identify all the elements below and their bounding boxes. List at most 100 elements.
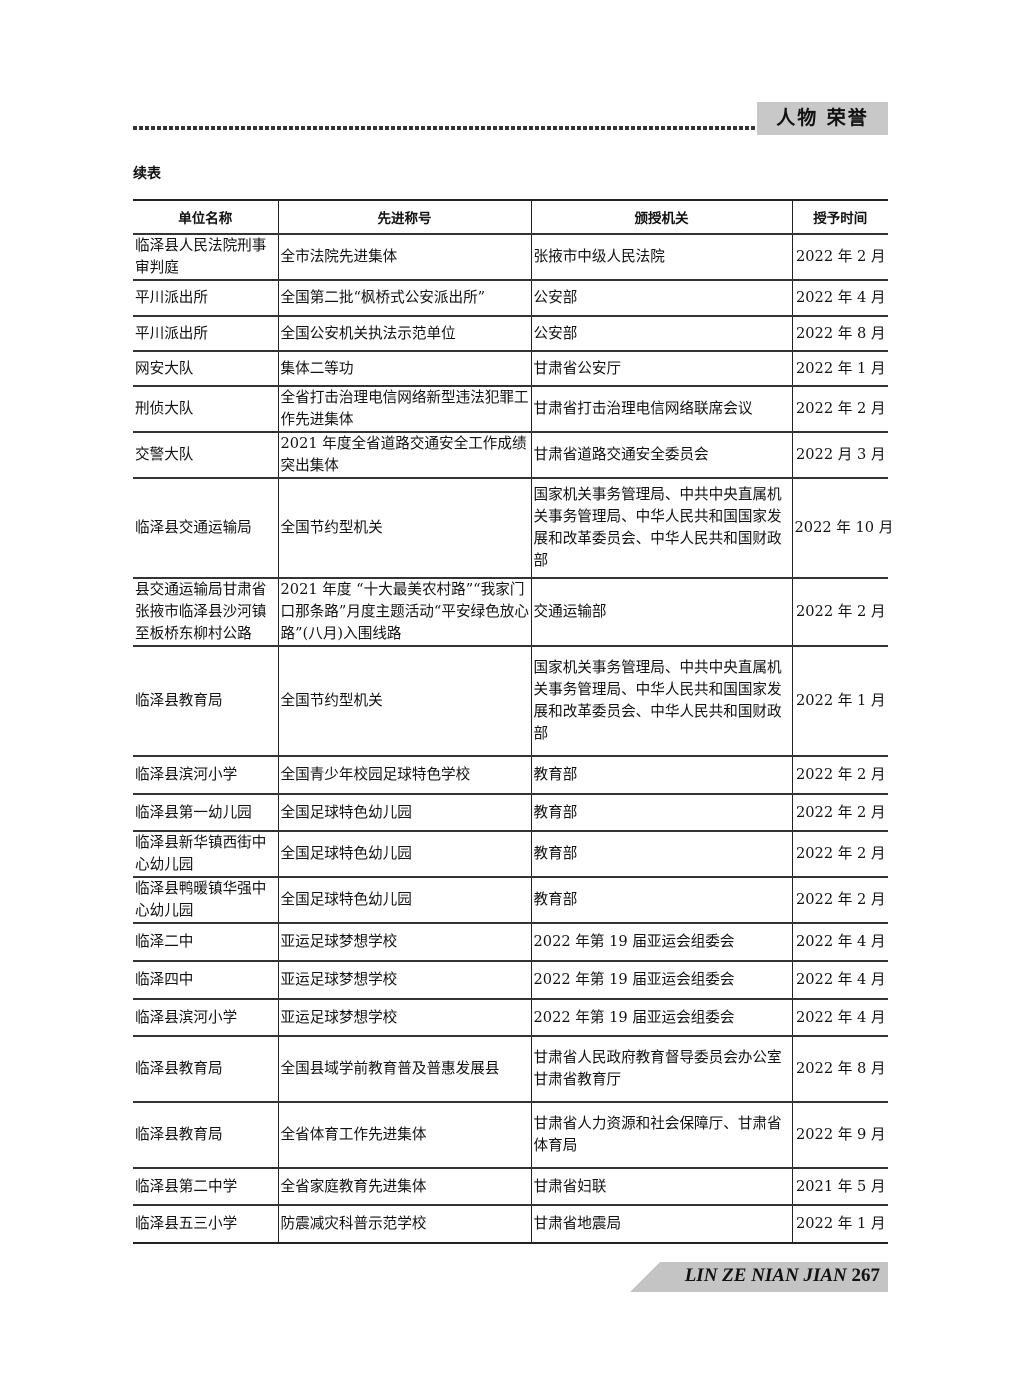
cell-unit: 临泽二中	[133, 922, 278, 961]
table-body: 临泽县人民法院刑事审判庭 全市法院先进集体 张掖市中级人民法院 2022 年 2 月平…	[133, 233, 893, 1243]
cell-date: 2022 年 4 月	[791, 279, 888, 316]
cell-authority: 国家机关事务管理局、中共中央直属机关事务管理局、中华人民共和国国家发展和改革委员…	[530, 477, 792, 578]
cell-authority: 甘肃省人民政府教育督导委员会办公室甘肃省教育厅	[530, 1035, 792, 1102]
table-row: 临泽县人民法院刑事审判庭 全市法院先进集体 张掖市中级人民法院 2022 年 2 月	[133, 233, 888, 280]
cell-date: 2022 年 1 月	[791, 645, 888, 756]
cell-date: 2022 年 2 月	[791, 876, 888, 923]
cell-authority: 张掖市中级人民法院	[530, 233, 792, 280]
cell-date: 2022 年 2 月	[791, 830, 888, 877]
cell-unit: 平川派出所	[133, 315, 278, 351]
table-row: 临泽县新华镇西街中心幼儿园 全国足球特色幼儿园 教育部 2022 年 2 月	[133, 830, 888, 877]
table-row: 临泽县第二中学 全省家庭教育先进集体 甘肃省妇联 2021 年 5 月	[133, 1167, 888, 1205]
column-header-authority: 颁授机关	[530, 200, 792, 234]
cell-title: 全省打击治理电信网络新型违法犯罪工作先进集体	[277, 385, 531, 432]
cell-date: 2022 年 10 月	[791, 477, 893, 578]
cell-title: 全国足球特色幼儿园	[277, 793, 531, 831]
cell-date: 2022 年 8 月	[791, 1035, 888, 1102]
table-row: 平川派出所 全国第二批“枫桥式公安派出所” 公安部 2022 年 4 月	[133, 279, 888, 316]
cell-title: 全国青少年校园足球特色学校	[277, 755, 531, 794]
cell-title: 全省家庭教育先进集体	[277, 1167, 531, 1205]
cell-authority: 公安部	[530, 315, 792, 351]
cell-authority: 教育部	[530, 793, 792, 831]
cell-authority: 2022 年第 19 届亚运会组委会	[530, 922, 792, 961]
table-row: 交警大队 2021 年度全省道路交通安全工作成绩突出集体 甘肃省道路交通安全委员会 2…	[133, 431, 888, 478]
cell-title: 全国节约型机关	[277, 477, 531, 578]
cell-date: 2022 年 4 月	[791, 922, 888, 961]
cell-title: 防震减灾科普示范学校	[277, 1204, 531, 1243]
cell-title: 全国足球特色幼儿园	[277, 830, 531, 877]
cell-title: 亚运足球梦想学校	[277, 922, 531, 961]
table-row: 临泽县五三小学 防震减灾科普示范学校 甘肃省地震局 2022 年 1 月	[133, 1204, 888, 1243]
cell-unit: 临泽县五三小学	[133, 1204, 278, 1243]
cell-unit: 临泽县教育局	[133, 645, 278, 756]
cell-date: 2022 年 1 月	[791, 1204, 888, 1243]
cell-authority: 甘肃省妇联	[530, 1167, 792, 1205]
table-caption: 续表	[133, 166, 161, 182]
cell-authority: 国家机关事务管理局、中共中央直属机关事务管理局、中华人民共和国国家发展和改革委员…	[530, 645, 792, 756]
table-row: 平川派出所 全国公安机关执法示范单位 公安部 2022 年 8 月	[133, 315, 888, 351]
table-header-row: 单位名称 先进称号 颁授机关 授予时间	[133, 200, 888, 234]
cell-date: 2022 年 4 月	[791, 998, 888, 1036]
cell-date: 2022 年 9 月	[791, 1101, 888, 1168]
cell-title: 全国县域学前教育普及普惠发展县	[277, 1035, 531, 1102]
column-header-unit: 单位名称	[178, 211, 233, 227]
cell-date: 2022 年 2 月	[791, 385, 888, 432]
column-header-title: 先进称号	[277, 200, 531, 234]
cell-authority: 教育部	[530, 876, 792, 923]
cell-title: 2021 年度全省道路交通安全工作成绩突出集体	[277, 431, 531, 478]
cell-authority: 教育部	[530, 830, 792, 877]
table-row: 临泽县教育局 全国县域学前教育普及普惠发展县 甘肃省人民政府教育督导委员会办公室甘肃…	[133, 1035, 888, 1102]
cell-unit: 临泽县第一幼儿园	[133, 793, 278, 831]
cell-unit: 临泽县新华镇西街中心幼儿园	[133, 830, 278, 877]
footer-band	[630, 1262, 888, 1292]
table-row: 临泽县滨河小学 全国青少年校园足球特色学校 教育部 2022 年 2 月	[133, 755, 888, 794]
cell-authority: 甘肃省道路交通安全委员会	[530, 431, 792, 478]
cell-date: 2022 年 2 月	[791, 233, 888, 280]
cell-title: 全国公安机关执法示范单位	[277, 315, 531, 351]
table-row: 临泽四中 亚运足球梦想学校 2022 年第 19 届亚运会组委会 2022 年 4 月	[133, 960, 888, 999]
cell-unit: 临泽县滨河小学	[133, 998, 278, 1036]
cell-unit: 刑侦大队	[133, 385, 278, 432]
cell-title: 全市法院先进集体	[277, 233, 531, 280]
cell-unit: 县交通运输局甘肃省张掖市临泽县沙河镇至板桥东柳村公路	[133, 577, 278, 646]
cell-authority: 甘肃省公安厅	[530, 350, 792, 386]
cell-date: 2022 年 2 月	[791, 577, 888, 646]
table-row: 刑侦大队 全省打击治理电信网络新型违法犯罪工作先进集体 甘肃省打击治理电信网络联席会…	[133, 385, 888, 432]
cell-unit: 临泽四中	[133, 960, 278, 999]
cell-unit: 临泽县滨河小学	[133, 755, 278, 794]
cell-unit: 临泽县人民法院刑事审判庭	[133, 233, 278, 280]
cell-title: 全国第二批“枫桥式公安派出所”	[277, 279, 531, 316]
column-header-date: 授予时间	[791, 200, 888, 234]
cell-unit: 平川派出所	[133, 279, 278, 316]
footer-running-title: LIN ZE NIAN JIAN 267	[685, 1265, 880, 1287]
cell-unit: 临泽县鸭暖镇华强中心幼儿园	[133, 876, 278, 923]
cell-authority: 2022 年第 19 届亚运会组委会	[530, 998, 792, 1036]
cell-title: 全省体育工作先进集体	[277, 1101, 531, 1168]
header-dashed-rule	[133, 126, 757, 130]
cell-unit: 交警大队	[133, 431, 278, 478]
cell-title: 全国节约型机关	[277, 645, 531, 756]
footer-title: LIN ZE NIAN JIAN	[684, 1265, 847, 1286]
cell-authority: 甘肃省人力资源和社会保障厅、甘肃省体育局	[530, 1101, 792, 1168]
cell-unit: 临泽县教育局	[133, 1035, 278, 1102]
table-row: 临泽县滨河小学 亚运足球梦想学校 2022 年第 19 届亚运会组委会 2022 年 …	[133, 998, 888, 1036]
awards-table: 单位名称 先进称号 颁授机关 授予时间 临泽县人民法院刑事审判庭 全市法院先进集体…	[133, 199, 893, 1244]
cell-title: 亚运足球梦想学校	[277, 998, 531, 1036]
cell-title: 全国足球特色幼儿园	[277, 876, 531, 923]
page-number: 267	[851, 1265, 881, 1286]
table-row: 临泽县教育局 全省体育工作先进集体 甘肃省人力资源和社会保障厅、甘肃省体育局 2022…	[133, 1101, 888, 1168]
cell-date: 2022 月 3 月	[791, 431, 888, 478]
cell-title: 集体二等功	[277, 350, 531, 386]
cell-authority: 2022 年第 19 届亚运会组委会	[530, 960, 792, 999]
cell-authority: 甘肃省打击治理电信网络联席会议	[530, 385, 792, 432]
cell-authority: 公安部	[530, 279, 792, 316]
table-row: 临泽县交通运输局 全国节约型机关 国家机关事务管理局、中共中央直属机关事务管理局、中…	[133, 477, 893, 578]
cell-unit: 临泽县第二中学	[133, 1167, 278, 1205]
table-row: 临泽县教育局 全国节约型机关 国家机关事务管理局、中共中央直属机关事务管理局、中华人…	[133, 645, 888, 756]
cell-unit: 临泽县交通运输局	[133, 477, 278, 578]
cell-title: 2021 年度 “十大最美农村路”“我家门口那条路”月度主题活动“平安绿色放心路…	[277, 577, 531, 646]
cell-date: 2022 年 2 月	[791, 793, 888, 831]
cell-unit: 临泽县教育局	[133, 1101, 278, 1168]
cell-authority: 交通运输部	[530, 577, 792, 646]
cell-unit: 网安大队	[133, 350, 278, 386]
